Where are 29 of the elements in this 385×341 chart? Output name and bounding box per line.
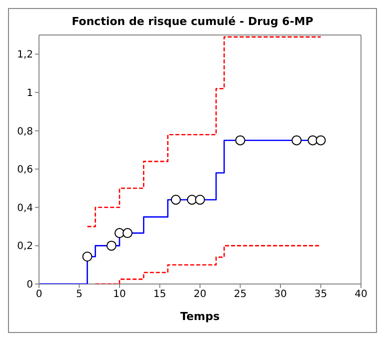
y-tick-label: 1,2 [17, 50, 33, 61]
point [122, 228, 133, 238]
chart-title: Fonction de risque cumulé - Drug 6-MP [70, 15, 314, 28]
x-tick-label: 25 [234, 289, 247, 300]
point [82, 252, 92, 262]
y-tick-label: 0 [26, 280, 33, 291]
x-tick-label: 20 [194, 289, 206, 300]
y-tick-label: 0,6 [17, 164, 33, 176]
x-tick-label: 0 [36, 289, 42, 300]
x-tick-label: 5 [76, 289, 82, 300]
point [106, 240, 116, 251]
y-tick-label: 0,2 [17, 241, 33, 252]
point [308, 135, 318, 146]
x-tick-label: 15 [153, 289, 166, 300]
x-axis-title: Temps [180, 310, 220, 323]
x-tick-label: 30 [274, 289, 287, 300]
point [292, 135, 302, 146]
x-tick-label: 35 [314, 289, 328, 300]
point [316, 135, 326, 146]
x-tick-label: 10 [113, 289, 126, 300]
y-tick-label: 0,8 [17, 126, 33, 138]
point [170, 194, 181, 205]
point [195, 194, 205, 205]
y-tick-label: 1 [26, 88, 33, 100]
point [235, 135, 246, 146]
point [186, 194, 197, 205]
point [114, 228, 124, 238]
y-tick-label: 0,4 [17, 202, 33, 214]
x-tick-label: 40 [354, 289, 368, 300]
